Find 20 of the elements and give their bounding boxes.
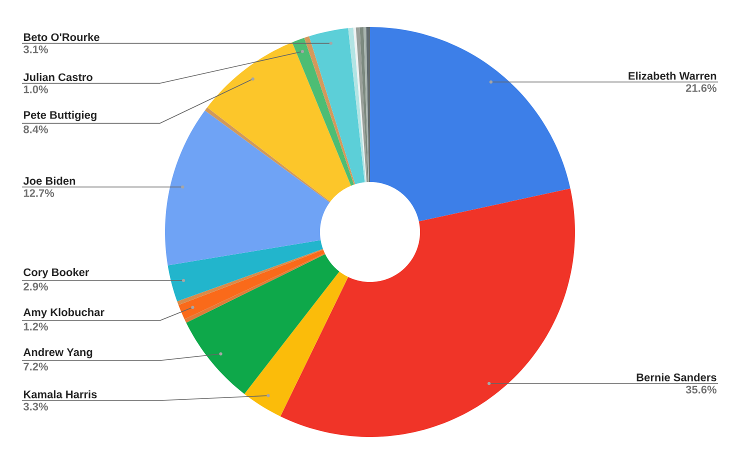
- data-label: 8.4%: [24, 126, 48, 134]
- data-label: 1.2%: [24, 322, 48, 330]
- slice-label: Pete Buttigieg: [24, 110, 96, 122]
- slice-label: Amy Klobuchar: [23, 308, 104, 318]
- slice-label: Andrew Yang: [23, 348, 92, 358]
- data-label: 35.6%: [686, 386, 716, 394]
- slice-label: Julian Castro: [23, 73, 92, 82]
- data-label: 1.0%: [24, 86, 48, 94]
- slice-label: Bernie Sanders: [636, 373, 716, 382]
- data-label: 12.7%: [24, 189, 54, 197]
- data-label: 2.9%: [24, 282, 48, 290]
- slice-label: Beto O'Rourke: [24, 33, 100, 42]
- slice-label: Elizabeth Warren: [628, 72, 716, 80]
- slice-label: Joe Biden: [23, 176, 76, 185]
- slice-label: Cory Booker: [24, 268, 90, 278]
- data-label: 3.1%: [23, 46, 48, 54]
- data-label: 7.2%: [24, 362, 48, 370]
- data-label: 21.6%: [686, 84, 716, 92]
- data-label: 3.3%: [23, 402, 48, 410]
- slice-label: Kamala Harris: [24, 390, 97, 398]
